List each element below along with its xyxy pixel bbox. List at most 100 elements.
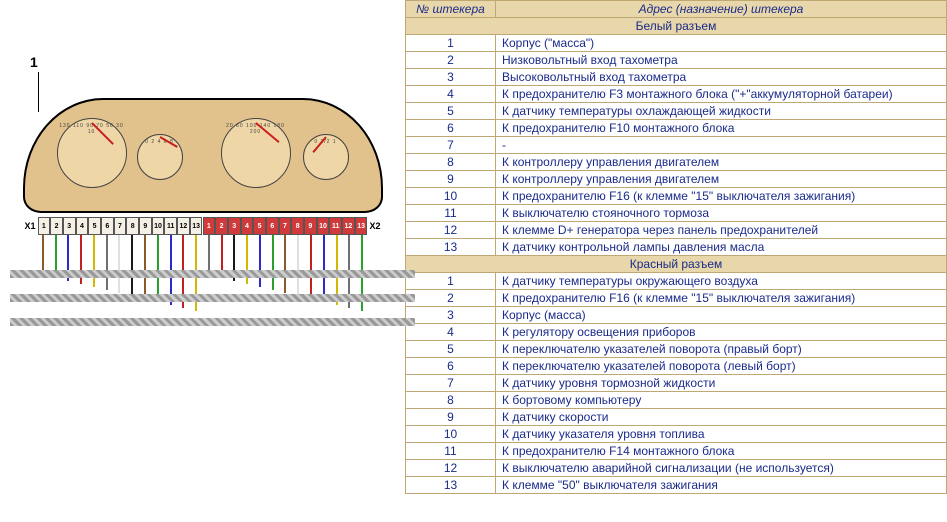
pin-number: 13 (406, 239, 496, 256)
pin-desc: Высоковольтный вход тахометра (496, 69, 947, 86)
table-row: 1К датчику температуры окружающего возду… (406, 273, 947, 290)
pin-number: 2 (406, 290, 496, 307)
pin-desc: К датчику указателя уровня топлива (496, 426, 947, 443)
table-row: 11К выключателю стояночного тормоза (406, 205, 947, 222)
pin-number: 6 (406, 358, 496, 375)
pin-red-8: 8 (291, 217, 304, 235)
busbar-3 (10, 318, 415, 326)
pin-desc: К клемме "50" выключателя зажигания (496, 477, 947, 494)
pin-white-12: 12 (177, 217, 190, 235)
pin-desc: - (496, 137, 947, 154)
section-header: Белый разъем (406, 18, 947, 35)
pin-desc: К предохранителю F10 монтажного блока (496, 120, 947, 137)
pin-white-5: 5 (88, 217, 101, 235)
x2-label: X2 (367, 221, 382, 231)
table-row: 5К датчику температуры охлаждающей жидко… (406, 103, 947, 120)
pin-desc: Корпус ("масса") (496, 35, 947, 52)
pin-red-7: 7 (279, 217, 292, 235)
col-plug-no: № штекера (406, 1, 496, 18)
table-row: 10К предохранителю F16 (к клемме "15" вы… (406, 188, 947, 205)
pin-red-13: 13 (355, 217, 368, 235)
pin-white-10: 10 (152, 217, 165, 235)
table-row: 7К датчику уровня тормозной жидкости (406, 375, 947, 392)
pin-desc: К датчику скорости (496, 409, 947, 426)
pin-desc: К клемме D+ генератора через панель пред… (496, 222, 947, 239)
table-row: 13К датчику контрольной лампы давления м… (406, 239, 947, 256)
pin-desc: К предохранителю F16 (к клемме "15" выкл… (496, 290, 947, 307)
table-row: 10К датчику указателя уровня топлива (406, 426, 947, 443)
pin-desc: Низковольтный вход тахометра (496, 52, 947, 69)
callout-1: 1 (30, 54, 38, 70)
pin-desc: К датчику температуры охлаждающей жидкос… (496, 103, 947, 120)
pin-red-4: 4 (241, 217, 254, 235)
dial-temp: 130 110 90 70 50 30 10 (57, 118, 127, 188)
pin-number: 1 (406, 273, 496, 290)
pin-number: 10 (406, 426, 496, 443)
table-row: 3Высоковольтный вход тахометра (406, 69, 947, 86)
table-row: 12К выключателю аварийной сигнализации (… (406, 460, 947, 477)
pin-red-3: 3 (228, 217, 241, 235)
table-row: 5К переключателю указателей поворота (пр… (406, 341, 947, 358)
pin-number: 5 (406, 103, 496, 120)
pin-desc: К предохранителю F14 монтажного блока (496, 443, 947, 460)
table-row: 9К контроллеру управления двигателем (406, 171, 947, 188)
pin-number: 9 (406, 171, 496, 188)
pin-white-8: 8 (126, 217, 139, 235)
pin-desc: К предохранителю F3 монтажного блока ("+… (496, 86, 947, 103)
table-row: 4К регулятору освещения приборов (406, 324, 947, 341)
x1-label: X1 (23, 221, 38, 231)
pin-desc: К датчику температуры окружающего воздух… (496, 273, 947, 290)
pin-number: 7 (406, 375, 496, 392)
dial-tach: 0 2 4 6 8 (137, 134, 183, 180)
table-row: 1Корпус ("масса") (406, 35, 947, 52)
pin-desc: К выключателю стояночного тормоза (496, 205, 947, 222)
pin-red-5: 5 (253, 217, 266, 235)
connector-pins: X1 12345678910111213 12345678910111213 X… (23, 217, 383, 235)
pin-number: 5 (406, 341, 496, 358)
pin-desc: К контроллеру управления двигателем (496, 171, 947, 188)
table-row: 6К предохранителю F10 монтажного блока (406, 120, 947, 137)
pin-number: 11 (406, 443, 496, 460)
table-row: 13К клемме "50" выключателя зажигания (406, 477, 947, 494)
pin-red-11: 11 (329, 217, 342, 235)
pin-desc: К выключателю аварийной сигнализации (не… (496, 460, 947, 477)
pinout-table: № штекера Адрес (назначение) штекера Бел… (405, 0, 947, 494)
pin-desc: К регулятору освещения приборов (496, 324, 947, 341)
pin-white-4: 4 (76, 217, 89, 235)
pin-desc: К переключателю указателей поворота (пра… (496, 341, 947, 358)
section-header: Красный разъем (406, 256, 947, 273)
pin-number: 12 (406, 460, 496, 477)
pin-number: 2 (406, 52, 496, 69)
pin-white-1: 1 (38, 217, 51, 235)
pin-red-10: 10 (317, 217, 330, 235)
table-row: 3Корпус (масса) (406, 307, 947, 324)
table-row: 9К датчику скорости (406, 409, 947, 426)
busbar-1 (10, 270, 415, 278)
pin-desc: К предохранителю F16 (к клемме "15" выкл… (496, 188, 947, 205)
pin-red-12: 12 (342, 217, 355, 235)
pin-white-13: 13 (190, 217, 203, 235)
dial-fuel: 0 1/2 1 (303, 134, 349, 180)
diagram-panel: 1 130 110 90 70 50 30 10 0 2 4 6 8 20 60… (0, 0, 405, 494)
pin-white-7: 7 (114, 217, 127, 235)
dial-speed: 20 60 100 140 180 200 (221, 118, 291, 188)
callout-1-leader (38, 72, 39, 112)
pin-number: 7 (406, 137, 496, 154)
pin-number: 1 (406, 35, 496, 52)
pin-desc: К бортовому компьютеру (496, 392, 947, 409)
pin-desc: К контроллеру управления двигателем (496, 154, 947, 171)
pin-white-11: 11 (164, 217, 177, 235)
pin-number: 8 (406, 154, 496, 171)
pin-number: 4 (406, 86, 496, 103)
pin-desc: Корпус (масса) (496, 307, 947, 324)
instrument-cluster: 130 110 90 70 50 30 10 0 2 4 6 8 20 60 1… (23, 98, 383, 213)
pin-number: 6 (406, 120, 496, 137)
pin-red-1: 1 (203, 217, 216, 235)
pin-red-9: 9 (304, 217, 317, 235)
pin-number: 3 (406, 69, 496, 86)
table-row: 7- (406, 137, 947, 154)
pin-white-9: 9 (139, 217, 152, 235)
pin-white-2: 2 (50, 217, 63, 235)
pin-desc: К датчику контрольной лампы давления мас… (496, 239, 947, 256)
table-row: 12К клемме D+ генератора через панель пр… (406, 222, 947, 239)
